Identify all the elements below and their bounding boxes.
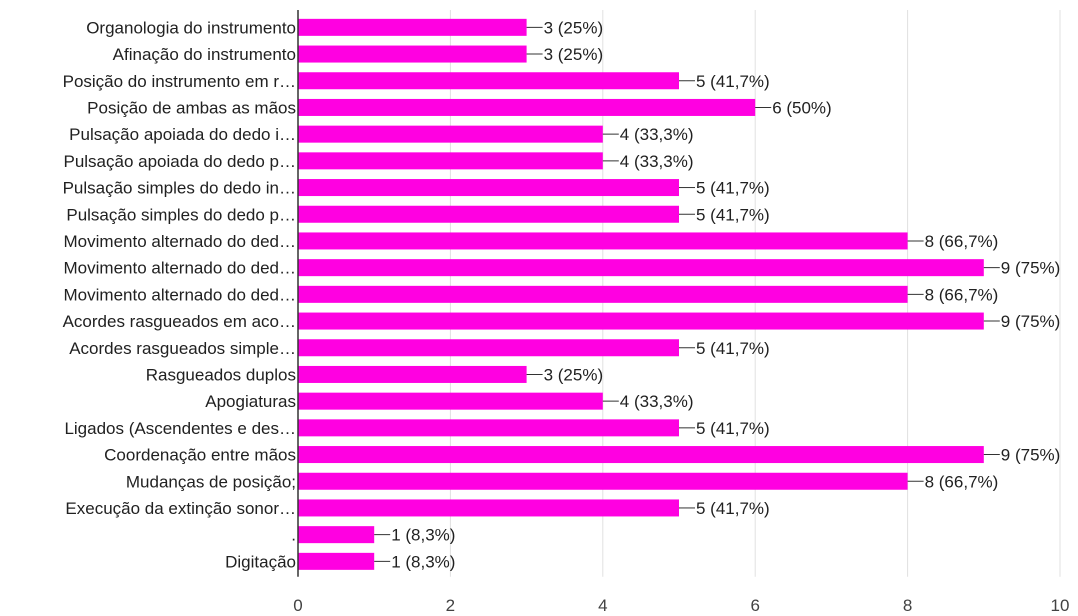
data-label: 4 (33,3%) [620, 125, 694, 144]
data-label: 8 (66,7%) [925, 232, 999, 251]
bar [298, 18, 527, 36]
bar [298, 552, 375, 570]
bar [298, 419, 679, 437]
data-label: 5 (41,7%) [696, 179, 770, 198]
category-label: Acordes rasgueados simple… [69, 339, 296, 358]
x-tick-label: 10 [1051, 596, 1070, 615]
category-label: Pulsação simples do dedo in… [63, 179, 296, 198]
category-label: Afinação do instrumento [113, 45, 296, 64]
category-label: Movimento alternado do ded… [64, 259, 296, 278]
category-label: . [291, 526, 296, 545]
category-label: Posição de ambas as mãos [87, 98, 296, 117]
data-label: 5 (41,7%) [696, 72, 770, 91]
category-label: Pulsação apoiada do dedo i… [69, 125, 296, 144]
category-label: Digitação [225, 552, 296, 571]
x-axis-ticks: 0 2 4 6 8 10 [293, 596, 1069, 615]
data-label: 5 (41,7%) [696, 499, 770, 518]
bar [298, 499, 679, 517]
x-tick-label: 4 [598, 596, 607, 615]
category-label: Pulsação simples do dedo p… [66, 205, 296, 224]
x-tick-label: 6 [750, 596, 759, 615]
data-label: 3 (25%) [544, 18, 604, 37]
category-label: Ligados (Ascendentes e des… [64, 419, 296, 438]
data-label: 5 (41,7%) [696, 419, 770, 438]
data-label: 8 (66,7%) [925, 285, 999, 304]
bar [298, 285, 908, 303]
category-label: Coordenação entre mãos [104, 446, 296, 465]
bar [298, 392, 603, 410]
x-tick-label: 2 [446, 596, 455, 615]
bar [298, 45, 527, 63]
data-label: 9 (75%) [1001, 312, 1061, 331]
bar [298, 205, 679, 223]
data-label: 8 (66,7%) [925, 472, 999, 491]
bar [298, 152, 603, 170]
bars [298, 18, 984, 570]
category-label: Posição do instrumento em r… [63, 72, 296, 91]
category-label: Execução da extinção sonor… [65, 499, 296, 518]
category-label: Movimento alternado do ded… [64, 285, 296, 304]
data-label: 4 (33,3%) [620, 392, 694, 411]
data-labels: 3 (25%)3 (25%)5 (41,7%)6 (50%)4 (33,3%)4… [374, 18, 1060, 571]
bar [298, 339, 679, 357]
x-tick-label: 8 [903, 596, 912, 615]
category-label: Mudanças de posição; [126, 472, 296, 491]
data-label: 4 (33,3%) [620, 152, 694, 171]
category-label: Rasgueados duplos [146, 365, 296, 384]
data-label: 5 (41,7%) [696, 205, 770, 224]
data-label: 3 (25%) [544, 45, 604, 64]
category-labels: Organologia do instrumento Afinação do in… [63, 18, 296, 571]
bar [298, 259, 984, 277]
bar [298, 72, 679, 90]
category-label: Pulsação apoiada do dedo p… [63, 152, 296, 171]
data-label: 9 (75%) [1001, 446, 1061, 465]
bar [298, 312, 984, 330]
data-label: 6 (50%) [772, 98, 832, 117]
category-label: Acordes rasgueados em aco… [63, 312, 296, 331]
bar [298, 526, 375, 544]
category-label: Apogiaturas [205, 392, 296, 411]
bar [298, 98, 756, 116]
bar [298, 125, 603, 143]
bar [298, 232, 908, 250]
bar [298, 472, 908, 490]
bar [298, 365, 527, 383]
data-label: 5 (41,7%) [696, 339, 770, 358]
category-label: Organologia do instrumento [86, 18, 296, 37]
category-label: Movimento alternado do ded… [64, 232, 296, 251]
data-label: 1 (8,3%) [391, 526, 455, 545]
data-label: 3 (25%) [544, 365, 604, 384]
x-tick-label: 0 [293, 596, 302, 615]
data-label: 9 (75%) [1001, 259, 1061, 278]
data-label: 1 (8,3%) [391, 552, 455, 571]
bar [298, 179, 679, 197]
bar [298, 446, 984, 464]
